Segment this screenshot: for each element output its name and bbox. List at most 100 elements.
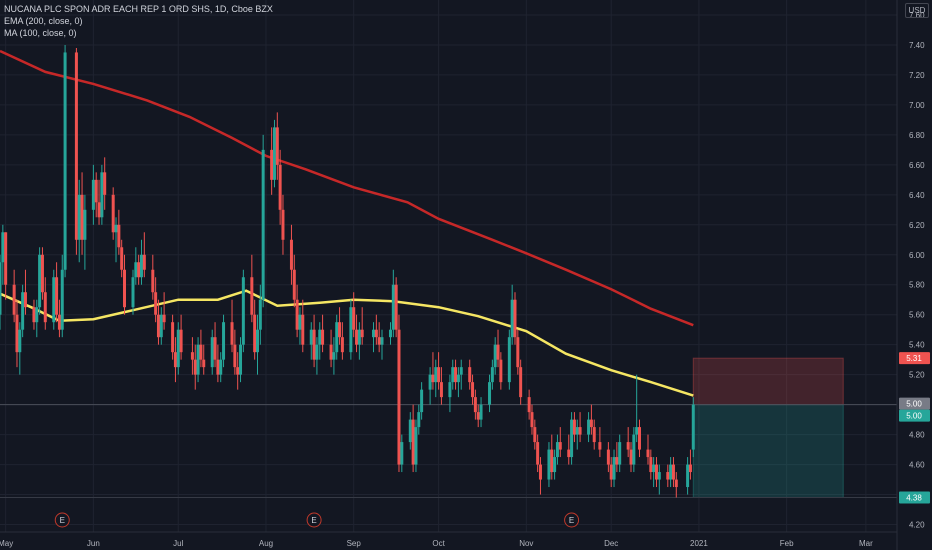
- candle: [94, 172, 98, 218]
- candle: [550, 434, 554, 480]
- candle: [587, 412, 591, 443]
- candle-body: [137, 262, 141, 278]
- candle-body: [94, 179, 98, 203]
- candle: [454, 359, 458, 390]
- ema-legend[interactable]: EMA (200, close, 0): [4, 16, 83, 26]
- candle-body: [40, 254, 44, 293]
- candle: [530, 404, 534, 435]
- candle-body: [230, 322, 234, 345]
- candle: [493, 337, 497, 375]
- candle: [674, 472, 678, 498]
- candle-body: [459, 367, 463, 375]
- candle-body: [513, 299, 517, 338]
- candle: [159, 307, 163, 345]
- candle-body: [555, 442, 559, 458]
- earnings-marker[interactable]: E: [54, 512, 70, 528]
- candle: [222, 314, 226, 368]
- stop-loss-zone[interactable]: [692, 357, 844, 406]
- candle-body: [210, 337, 214, 368]
- candle: [380, 329, 384, 360]
- candle-body: [499, 359, 503, 383]
- candle-body: [239, 344, 243, 375]
- candle-body: [578, 427, 582, 435]
- candle-body: [103, 172, 107, 195]
- candle-body: [352, 307, 356, 330]
- candle-body: [629, 449, 633, 465]
- y-tick-label: 4.60: [909, 461, 925, 470]
- price-label-5-31[interactable]: 5.31: [899, 352, 930, 365]
- x-tick-label: Sep: [347, 539, 362, 548]
- price-label-4-38[interactable]: 4.38: [899, 491, 930, 504]
- candle: [258, 284, 262, 345]
- candle: [360, 307, 364, 345]
- candle: [490, 359, 494, 390]
- short-position-tool[interactable]: [0, 357, 897, 499]
- candle: [456, 367, 460, 398]
- candle: [394, 277, 398, 338]
- symbol-title[interactable]: NUCANA PLC SPON ADR EACH REP 1 ORD SHS, …: [4, 4, 273, 14]
- candle-body: [154, 292, 158, 315]
- candle: [255, 314, 259, 375]
- candle: [295, 284, 299, 338]
- candle-body: [332, 352, 336, 360]
- candle-body: [219, 359, 223, 375]
- candle-body: [507, 337, 511, 383]
- candle: [578, 412, 582, 443]
- candle-body: [1, 232, 5, 263]
- candle-body: [272, 127, 276, 180]
- price-label-text: 5.00: [906, 412, 922, 421]
- candle: [592, 419, 596, 450]
- x-tick-label: Dec: [604, 539, 618, 548]
- candle-body: [519, 367, 523, 398]
- earnings-marker[interactable]: E: [564, 512, 580, 528]
- candle-body: [612, 457, 616, 480]
- candle-body: [553, 457, 557, 473]
- candle: [598, 427, 602, 458]
- candle-body: [77, 194, 81, 240]
- candle: [638, 419, 642, 458]
- candle: [179, 314, 183, 360]
- candle: [213, 322, 217, 368]
- candle-body: [258, 299, 262, 330]
- x-tick-label: Aug: [259, 539, 273, 548]
- price-label-text: 5.00: [906, 400, 922, 409]
- candle: [615, 442, 619, 473]
- candle-body: [666, 472, 670, 480]
- candle: [4, 232, 8, 300]
- candle-body: [55, 277, 59, 315]
- candle-body: [233, 344, 237, 368]
- candle-body: [315, 344, 319, 360]
- candle: [332, 337, 336, 375]
- y-tick-label: 7.20: [909, 71, 925, 80]
- candle: [74, 47, 78, 255]
- x-tick-label: Nov: [519, 539, 533, 548]
- candle-body: [199, 344, 203, 360]
- candle-body: [538, 464, 542, 480]
- candle-body: [468, 367, 472, 383]
- candle: [111, 187, 115, 240]
- currency-label[interactable]: USD: [905, 3, 929, 18]
- ma-legend[interactable]: MA (100, close, 0): [4, 28, 77, 38]
- y-tick-label: 5.40: [909, 341, 925, 350]
- price-label-5-00[interactable]: 5.00: [899, 397, 930, 410]
- earnings-marker[interactable]: E: [306, 512, 322, 528]
- candle: [131, 269, 135, 315]
- ma100-line: [0, 289, 694, 397]
- candle: [691, 397, 695, 458]
- candle-body: [162, 314, 166, 323]
- candle: [451, 359, 455, 390]
- candle: [567, 434, 571, 465]
- candle-body: [35, 307, 39, 323]
- candle: [618, 434, 622, 473]
- price-label-5-00[interactable]: 5.00: [899, 409, 930, 422]
- candle-body: [173, 352, 177, 368]
- candle: [40, 247, 44, 300]
- candle: [312, 314, 316, 368]
- candle: [199, 329, 203, 368]
- take-profit-zone[interactable]: [692, 404, 844, 499]
- candle-body: [671, 464, 675, 480]
- candle: [315, 337, 319, 375]
